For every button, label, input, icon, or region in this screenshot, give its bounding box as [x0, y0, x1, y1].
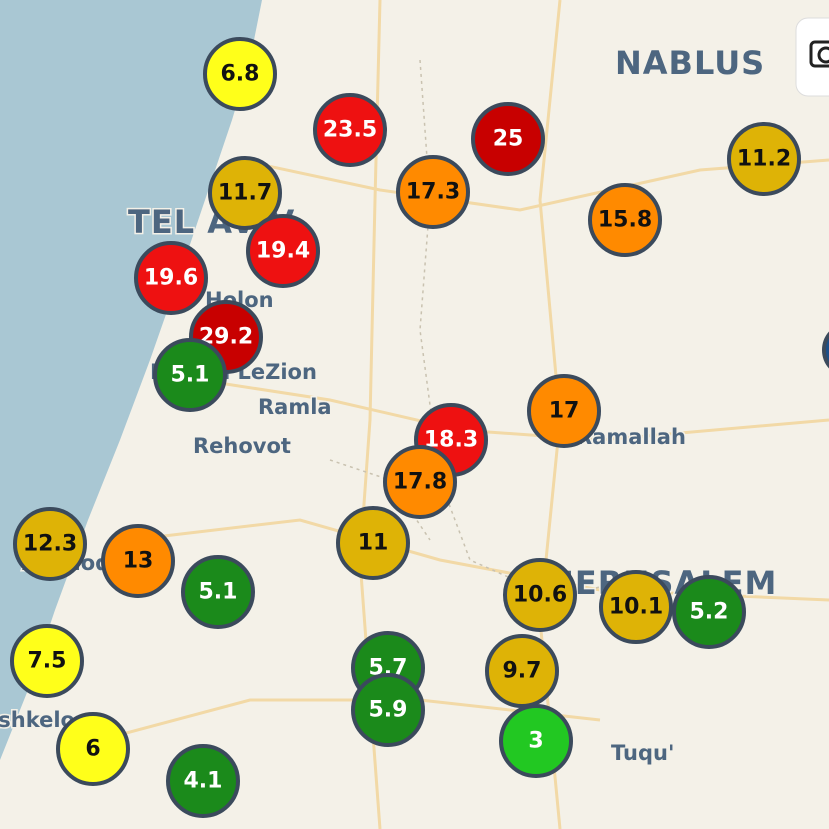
marker-value: 5.1 [199, 580, 238, 605]
marker: 10.6 [503, 558, 577, 632]
marker: 5.2 [672, 575, 746, 649]
marker: 12.3 [13, 507, 87, 581]
marker-value: 12.3 [23, 532, 77, 557]
marker-value: 6 [85, 737, 100, 762]
marker-circle [13, 507, 87, 581]
marker-circle [727, 122, 801, 196]
marker-value: 7.5 [28, 649, 67, 674]
marker: 19.6 [134, 241, 208, 315]
marker-circle [166, 744, 240, 818]
marker-circle [10, 624, 84, 698]
marker: 7.5 [10, 624, 84, 698]
marker: 11.7 [208, 156, 282, 230]
marker-circle [351, 673, 425, 747]
marker-value: 3 [528, 729, 543, 754]
camera-button[interactable] [795, 17, 829, 97]
marker-value: 9.7 [503, 659, 542, 684]
marker-circle [203, 37, 277, 111]
marker: 11 [336, 506, 410, 580]
marker-circle [599, 570, 673, 644]
marker-circle [208, 156, 282, 230]
marker: 5.1 [153, 338, 227, 412]
camera-icon [809, 40, 829, 68]
marker-circle [672, 575, 746, 649]
place-label: JERUSALEM [560, 564, 777, 602]
marker: 6.8 [203, 37, 277, 111]
marker-circle [499, 704, 573, 778]
marker-circle [588, 183, 662, 257]
marker: 17.3 [396, 155, 470, 229]
marker-value: 13 [123, 549, 154, 574]
marker: 5.9 [351, 673, 425, 747]
marker-value: 11 [358, 531, 389, 556]
marker: 17.8 [383, 445, 457, 519]
marker-value: 10.1 [609, 595, 663, 620]
marker: 9.7 [485, 634, 559, 708]
marker: 4.1 [166, 744, 240, 818]
marker-value: 5.2 [690, 600, 729, 625]
marker-circle [134, 241, 208, 315]
place-label: Ramla [258, 395, 332, 419]
marker-value: 11.2 [737, 147, 791, 172]
marker-circle [336, 506, 410, 580]
marker-circle [246, 214, 320, 288]
marker-circle [181, 555, 255, 629]
marker-circle [153, 338, 227, 412]
marker-circle [383, 445, 457, 519]
marker-value: 25 [493, 127, 524, 152]
marker: 3 [499, 704, 573, 778]
marker: 15.8 [588, 183, 662, 257]
marker-circle [503, 558, 577, 632]
marker: 11.2 [727, 122, 801, 196]
marker: 13 [101, 524, 175, 598]
marker-value: 5.1 [171, 363, 210, 388]
marker: 23.5 [313, 93, 387, 167]
camera-lens [817, 46, 829, 64]
marker-value: 17.8 [393, 470, 447, 495]
marker-circle [56, 712, 130, 786]
marker-circle [313, 93, 387, 167]
marker-value: 5.9 [369, 698, 408, 723]
marker-circle [101, 524, 175, 598]
marker-circle [527, 374, 601, 448]
place-label: Tuqu' [611, 741, 674, 765]
marker-value: 23.5 [323, 118, 377, 143]
offscreen-marker [822, 331, 829, 369]
marker: 6 [56, 712, 130, 786]
marker: 19.4 [246, 214, 320, 288]
marker-value: 17.3 [406, 180, 460, 205]
marker-circle [396, 155, 470, 229]
marker: 17 [527, 374, 601, 448]
marker-value: 15.8 [598, 208, 652, 233]
marker-value: 4.1 [184, 769, 223, 794]
marker: 10.1 [599, 570, 673, 644]
marker-value: 19.4 [256, 239, 310, 264]
marker-circle [471, 102, 545, 176]
marker-circle [485, 634, 559, 708]
place-label: Rehovot [193, 434, 291, 458]
marker-value: 17 [549, 399, 580, 424]
place-label: NABLUS [615, 44, 765, 82]
marker-value: 6.8 [221, 62, 260, 87]
marker: 25 [471, 102, 545, 176]
marker-value: 10.6 [513, 583, 567, 608]
marker-value: 19.6 [144, 266, 198, 291]
camera-button-bg[interactable] [795, 17, 829, 97]
marker-value: 11.7 [218, 181, 272, 206]
marker: 5.1 [181, 555, 255, 629]
